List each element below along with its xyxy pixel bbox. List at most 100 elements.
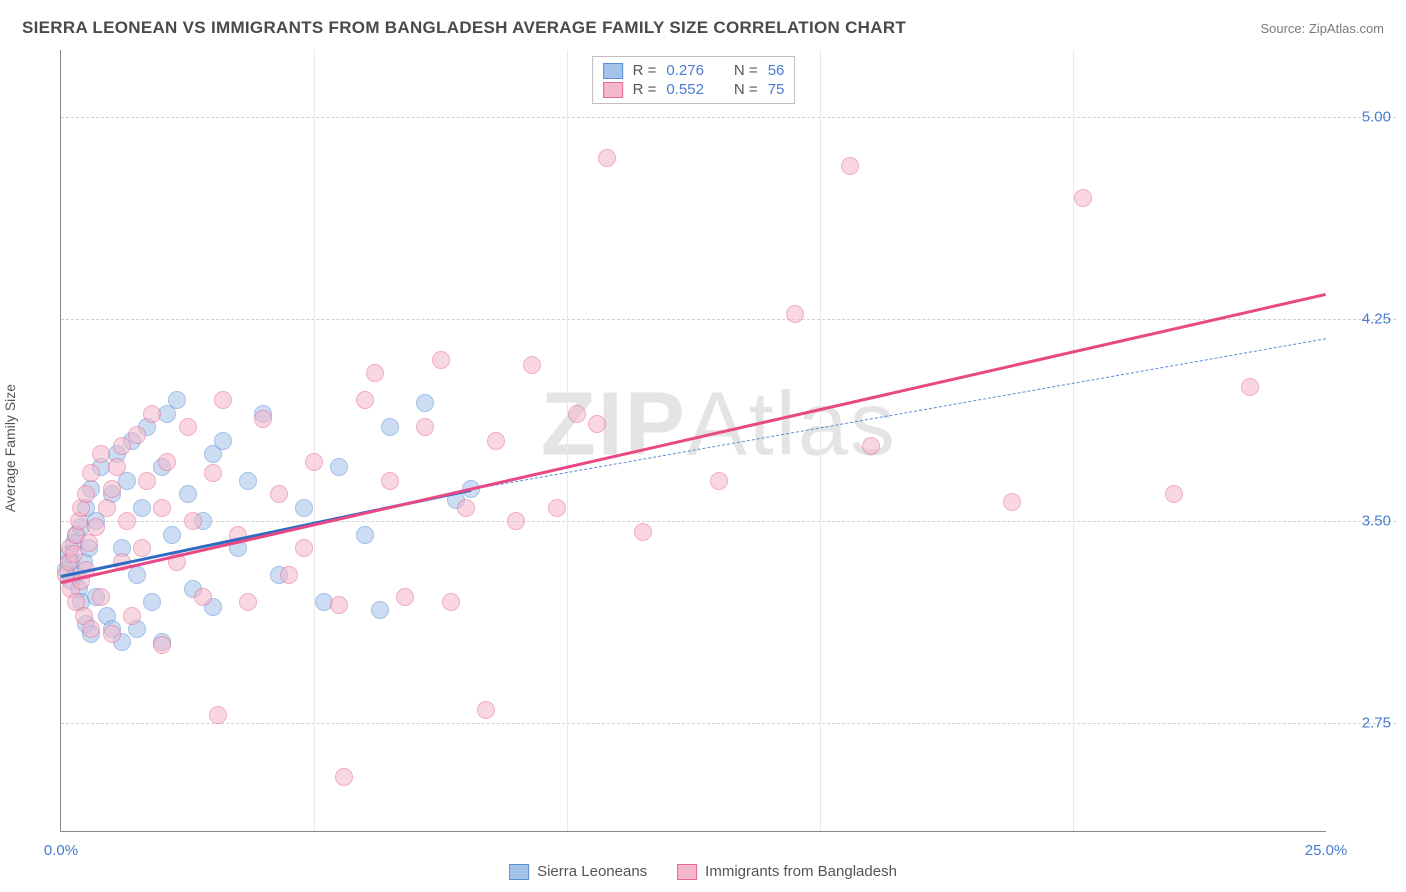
chart-title: SIERRA LEONEAN VS IMMIGRANTS FROM BANGLA… [22,18,906,38]
data-point [98,499,116,517]
data-point [143,405,161,423]
data-point [295,499,313,517]
data-point [143,593,161,611]
data-point [254,410,272,428]
data-point [366,364,384,382]
data-point [270,485,288,503]
data-point [548,499,566,517]
swatch-icon [603,63,623,79]
data-point [335,768,353,786]
gridline-horizontal [61,723,1396,724]
gridline-horizontal [61,521,1396,522]
gridline-vertical [820,50,821,831]
gridline-vertical [1073,50,1074,831]
y-tick-label: 5.00 [1362,109,1391,126]
data-point [1165,485,1183,503]
data-point [138,472,156,490]
data-point [194,588,212,606]
data-point [108,458,126,476]
y-tick-label: 2.75 [1362,715,1391,732]
data-point [103,480,121,498]
data-point [209,706,227,724]
legend-row-bangladesh: R = 0.552 N = 75 [603,80,785,99]
scatter-plot: ZIPAtlas R = 0.276 N = 56 R = 0.552 N = … [60,50,1326,832]
data-point [92,588,110,606]
data-point [239,472,257,490]
data-point [523,356,541,374]
data-point [381,472,399,490]
data-point [168,391,186,409]
data-point [371,601,389,619]
data-point [786,305,804,323]
x-tick-label: 25.0% [1305,842,1348,859]
data-point [153,636,171,654]
data-point [457,499,475,517]
data-point [65,545,83,563]
data-point [133,499,151,517]
gridline-vertical [314,50,315,831]
data-point [87,518,105,536]
data-point [118,512,136,530]
data-point [416,394,434,412]
y-tick-label: 3.50 [1362,513,1391,530]
data-point [598,149,616,167]
data-point [103,625,121,643]
data-point [295,539,313,557]
data-point [634,523,652,541]
data-point [204,464,222,482]
data-point [123,607,141,625]
data-point [862,437,880,455]
data-point [381,418,399,436]
data-point [442,593,460,611]
data-point [82,620,100,638]
data-point [128,426,146,444]
legend-item-sierra: Sierra Leoneans [509,863,647,880]
data-point [1003,493,1021,511]
data-point [432,351,450,369]
data-point [330,596,348,614]
data-point [356,526,374,544]
data-point [153,499,171,517]
legend-row-sierra: R = 0.276 N = 56 [603,61,785,80]
data-point [128,566,146,584]
x-tick-label: 0.0% [44,842,78,859]
data-point [588,415,606,433]
swatch-icon [509,864,529,880]
data-point [82,464,100,482]
data-point [280,566,298,584]
data-point [80,534,98,552]
gridline-horizontal [61,117,1396,118]
data-point [568,405,586,423]
series-legend: Sierra Leoneans Immigrants from Banglade… [509,863,897,880]
data-point [396,588,414,606]
data-point [507,512,525,530]
trend-line [471,338,1326,490]
swatch-icon [677,864,697,880]
data-point [239,593,257,611]
data-point [1074,189,1092,207]
data-point [214,432,232,450]
data-point [77,485,95,503]
data-point [710,472,728,490]
legend-item-bangladesh: Immigrants from Bangladesh [677,863,897,880]
data-point [1241,378,1259,396]
data-point [179,485,197,503]
data-point [477,701,495,719]
data-point [356,391,374,409]
data-point [184,512,202,530]
data-point [214,391,232,409]
trend-line [61,292,1327,583]
data-point [305,453,323,471]
data-point [487,432,505,450]
data-point [92,445,110,463]
data-point [330,458,348,476]
data-point [416,418,434,436]
correlation-legend: R = 0.276 N = 56 R = 0.552 N = 75 [592,56,796,104]
gridline-horizontal [61,319,1396,320]
data-point [841,157,859,175]
y-axis-label: Average Family Size [2,384,18,512]
y-tick-label: 4.25 [1362,311,1391,328]
swatch-icon [603,82,623,98]
data-point [179,418,197,436]
source-label: Source: ZipAtlas.com [1260,21,1384,36]
